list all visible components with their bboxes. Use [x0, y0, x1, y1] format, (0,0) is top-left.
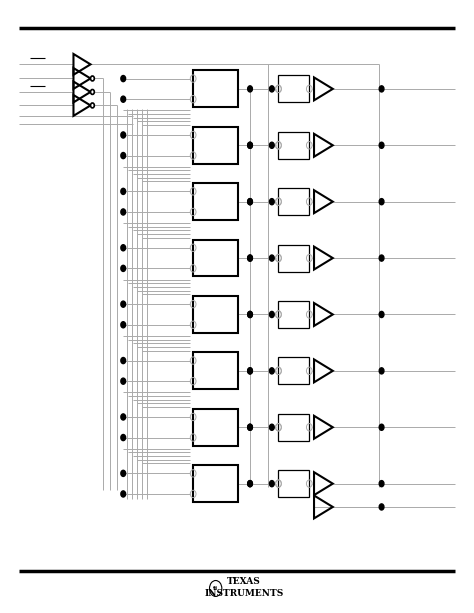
Circle shape	[247, 86, 252, 92]
Circle shape	[269, 86, 274, 92]
Circle shape	[121, 378, 126, 384]
Circle shape	[121, 470, 126, 476]
Circle shape	[247, 311, 252, 318]
Circle shape	[247, 311, 252, 318]
Circle shape	[379, 86, 384, 92]
Circle shape	[379, 504, 384, 510]
Circle shape	[379, 311, 384, 318]
Circle shape	[121, 414, 126, 420]
Circle shape	[247, 481, 252, 487]
Circle shape	[269, 368, 274, 374]
Text: ti: ti	[213, 586, 218, 591]
Bar	[193, 409, 238, 446]
Circle shape	[379, 142, 384, 148]
Bar	[279, 301, 309, 328]
Circle shape	[247, 424, 252, 430]
Circle shape	[121, 245, 126, 251]
Circle shape	[379, 481, 384, 487]
Circle shape	[247, 199, 252, 205]
Circle shape	[247, 424, 252, 430]
Bar	[279, 470, 309, 497]
Circle shape	[121, 132, 126, 138]
Text: TEXAS
INSTRUMENTS: TEXAS INSTRUMENTS	[204, 577, 284, 598]
Circle shape	[247, 142, 252, 148]
Circle shape	[379, 368, 384, 374]
Circle shape	[269, 424, 274, 430]
Circle shape	[121, 357, 126, 364]
Bar	[279, 75, 309, 102]
Circle shape	[91, 89, 94, 94]
Circle shape	[121, 209, 126, 215]
Bar	[279, 414, 309, 441]
Circle shape	[379, 199, 384, 205]
Circle shape	[121, 491, 126, 497]
Circle shape	[269, 199, 274, 205]
Circle shape	[121, 188, 126, 194]
Circle shape	[121, 153, 126, 159]
Circle shape	[121, 75, 126, 82]
Circle shape	[247, 368, 252, 374]
Circle shape	[121, 96, 126, 102]
Bar	[279, 188, 309, 215]
Circle shape	[269, 142, 274, 148]
Circle shape	[91, 76, 94, 81]
Circle shape	[121, 301, 126, 307]
Circle shape	[121, 265, 126, 272]
Circle shape	[247, 255, 252, 261]
Bar	[279, 245, 309, 272]
Circle shape	[91, 103, 94, 108]
Circle shape	[247, 368, 252, 374]
Circle shape	[269, 255, 274, 261]
Circle shape	[247, 481, 252, 487]
Bar	[193, 240, 238, 276]
Bar	[193, 70, 238, 107]
Bar	[193, 352, 238, 389]
Circle shape	[269, 481, 274, 487]
Circle shape	[379, 255, 384, 261]
Circle shape	[379, 424, 384, 430]
Bar	[193, 296, 238, 333]
Circle shape	[269, 311, 274, 318]
Bar	[279, 132, 309, 159]
Circle shape	[247, 142, 252, 148]
Circle shape	[121, 435, 126, 441]
Bar	[279, 357, 309, 384]
Bar	[193, 127, 238, 164]
Circle shape	[121, 322, 126, 328]
Bar	[193, 183, 238, 220]
Circle shape	[247, 255, 252, 261]
Circle shape	[247, 199, 252, 205]
Bar	[193, 465, 238, 502]
